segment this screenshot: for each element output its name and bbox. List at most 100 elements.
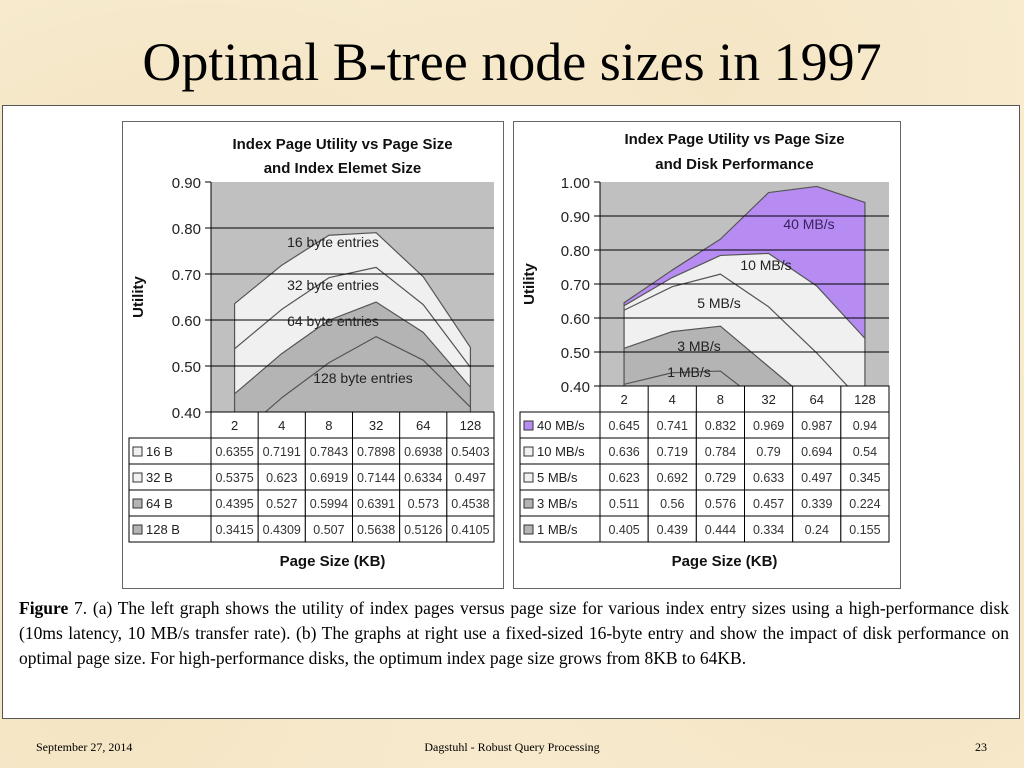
table-cell	[210, 489, 259, 517]
table-value: 0.633	[753, 471, 784, 485]
table-value: 0.573	[408, 497, 439, 511]
legend-swatch	[523, 524, 534, 535]
table-value: 0.339	[801, 497, 832, 511]
y-tick-label: 0.80	[561, 243, 590, 260]
table-cell	[647, 437, 697, 465]
x-tick-label: 4	[278, 418, 285, 433]
legend-label: 10 MB/s	[537, 444, 585, 459]
chart-entry-size: Index Page Utility vs Page Size and Index…	[122, 121, 504, 589]
area-series-128-b	[264, 336, 472, 412]
x-tick-label: 128	[460, 418, 482, 433]
table-value: 0.527	[266, 497, 297, 511]
legend-swatch	[132, 498, 143, 509]
table-cell	[599, 515, 649, 543]
table-value: 0.5403	[451, 445, 489, 459]
caption-text: . (a) The left graph shows the utility o…	[19, 598, 1010, 668]
caption-number: 7	[68, 598, 83, 618]
caption-label: Figure	[19, 598, 69, 618]
legend-cell	[128, 463, 212, 491]
x-tick-label: 8	[325, 418, 332, 433]
table-value: 0.623	[608, 471, 639, 485]
x-tick-label: 2	[620, 392, 627, 407]
table-value: 0.444	[705, 523, 736, 537]
table-value: 0.741	[657, 419, 688, 433]
legend-swatch	[132, 472, 143, 483]
legend-label: 3 MB/s	[537, 496, 578, 511]
table-cell	[744, 463, 794, 491]
table-cell	[840, 463, 890, 491]
figure-panel: Index Page Utility vs Page Size and Index…	[2, 105, 1020, 719]
y-tick-label: 0.60	[561, 311, 590, 328]
table-cell	[352, 489, 401, 517]
table-cell	[399, 463, 448, 491]
table-value: 0.345	[849, 471, 880, 485]
legend-cell	[128, 437, 212, 465]
legend-swatch	[523, 420, 534, 431]
table-value: 0.6355	[215, 445, 253, 459]
table-value: 0.645	[608, 419, 639, 433]
table-value: 0.457	[753, 497, 784, 511]
table-cell	[352, 463, 401, 491]
y-tick-label: 0.90	[561, 209, 590, 226]
slide-title: Optimal B-tree node sizes in 1997	[142, 32, 882, 92]
area-series-3-mb-s	[623, 325, 793, 386]
series-label: 128 byte entries	[313, 370, 413, 386]
area-series-1-mb-s	[623, 370, 741, 386]
table-cell	[792, 489, 842, 517]
table-cell	[695, 463, 745, 491]
table-value: 0.636	[608, 445, 639, 459]
x-axis-label: Page Size (KB)	[280, 553, 386, 570]
table-value: 0.24	[805, 523, 829, 537]
y-tick-label: 0.40	[561, 379, 590, 396]
table-value: 0.6334	[404, 471, 442, 485]
y-tick-label: 0.90	[172, 175, 201, 192]
table-cell	[210, 515, 259, 543]
table-cell	[840, 411, 890, 439]
x-tick-label: 64	[416, 418, 430, 433]
legend-label: 1 MB/s	[537, 522, 578, 537]
figure-caption: Figure 7. (a) The left graph shows the u…	[19, 596, 1009, 671]
table-value: 0.6391	[357, 497, 395, 511]
table-cell	[647, 463, 697, 491]
table-cell	[257, 463, 306, 491]
table-value: 0.497	[455, 471, 486, 485]
legend-cell	[128, 515, 212, 543]
footer-center-text: Dagstuhl - Robust Query Processing	[424, 740, 600, 754]
table-value: 0.692	[657, 471, 688, 485]
y-axis-label: Utility	[130, 276, 147, 318]
legend-label: 128 B	[146, 522, 180, 537]
table-cell	[210, 463, 259, 491]
table-value: 0.56	[660, 497, 684, 511]
table-value: 0.405	[608, 523, 639, 537]
series-label: 16 byte entries	[287, 234, 379, 250]
table-cell	[695, 411, 745, 439]
x-tick-label: 32	[369, 418, 383, 433]
table-cell	[352, 515, 401, 543]
table-value: 0.497	[801, 471, 832, 485]
chart-title-line: Index Page Utility vs Page Size	[232, 136, 452, 153]
legend-label: 16 B	[146, 444, 173, 459]
x-tick-label: 8	[717, 392, 724, 407]
chart-disk-performance: Index Page Utility vs Page Size and Disk …	[513, 121, 901, 589]
series-label: 64 byte entries	[287, 313, 379, 329]
table-value: 0.4395	[215, 497, 253, 511]
table-value: 0.623	[266, 471, 297, 485]
legend-cell	[128, 489, 212, 517]
y-tick-label: 0.60	[172, 313, 201, 330]
x-tick-label: 128	[854, 392, 876, 407]
legend-swatch	[523, 498, 534, 509]
table-cell	[352, 437, 401, 465]
series-label: 10 MB/s	[740, 257, 791, 273]
y-tick-label: 0.50	[172, 359, 201, 376]
table-cell	[210, 437, 259, 465]
legend-swatch	[132, 524, 143, 535]
table-value: 0.832	[705, 419, 736, 433]
table-value: 0.94	[853, 419, 877, 433]
table-cell	[599, 489, 649, 517]
y-tick-label: 1.00	[561, 175, 590, 192]
table-cell	[792, 437, 842, 465]
chart-title-line: and Disk Performance	[655, 156, 813, 173]
table-cell	[446, 515, 495, 543]
chart-entry-size-svg: Index Page Utility vs Page Size and Index…	[128, 136, 495, 570]
table-value: 0.334	[753, 523, 784, 537]
